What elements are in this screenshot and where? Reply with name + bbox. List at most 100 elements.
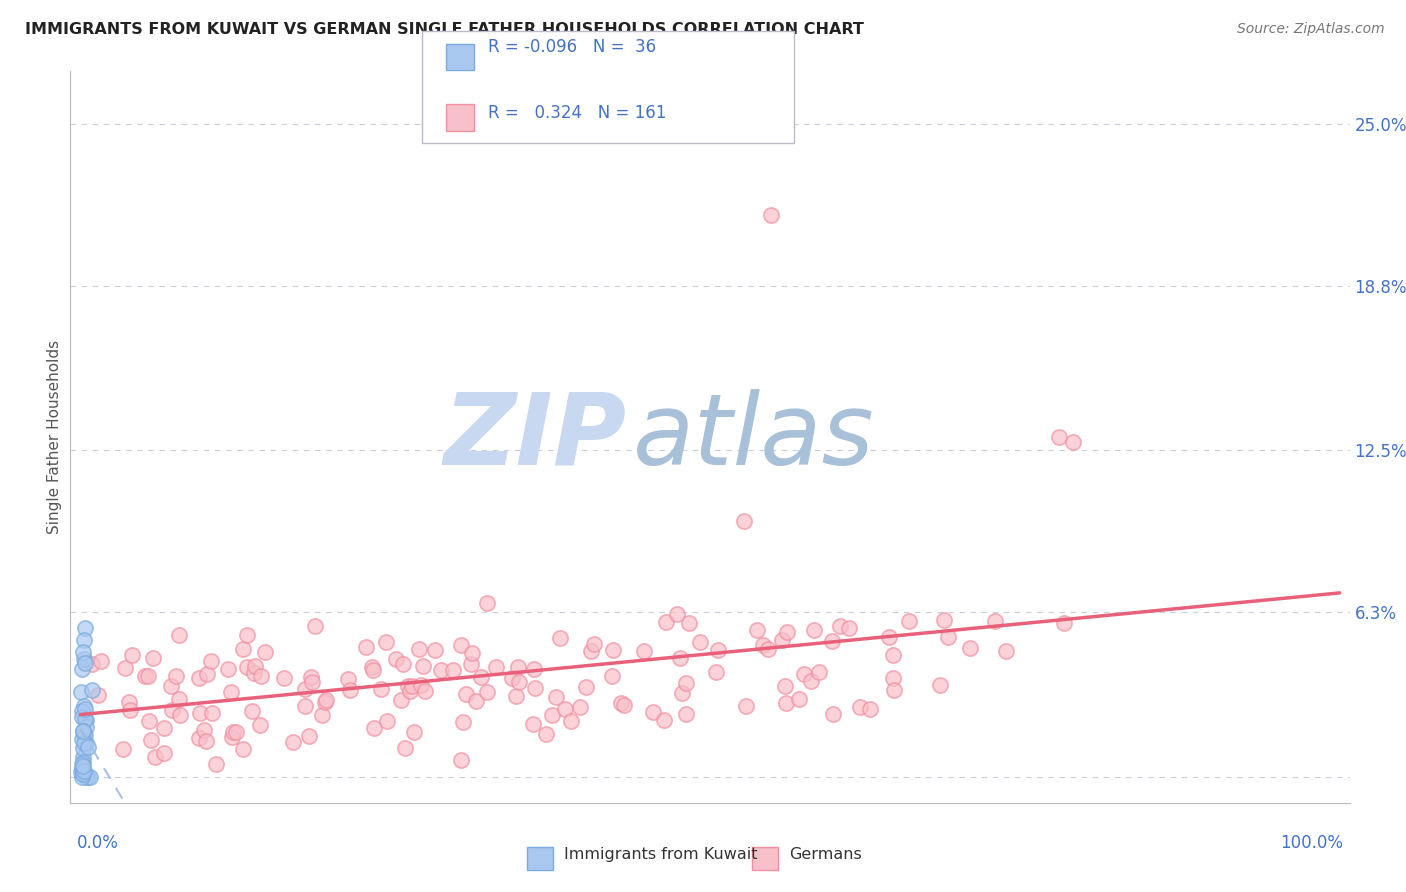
Point <box>72 723 94 738</box>
Point <box>188 706 211 720</box>
Point <box>461 646 484 660</box>
Point <box>600 669 623 683</box>
Point <box>72 645 94 659</box>
Point <box>392 657 415 671</box>
Point <box>363 721 385 735</box>
Point <box>70 770 93 784</box>
Point <box>413 684 436 698</box>
Point <box>299 669 322 683</box>
Point <box>451 715 474 730</box>
Point <box>752 639 775 653</box>
Point <box>389 693 412 707</box>
Point <box>675 707 697 722</box>
Point <box>204 756 226 771</box>
Point <box>859 702 882 716</box>
Point <box>776 624 799 639</box>
Point <box>236 628 259 642</box>
Point <box>187 731 209 746</box>
Point <box>236 659 259 673</box>
Point <box>243 666 266 681</box>
Point <box>72 662 94 676</box>
Point <box>849 700 872 714</box>
Point <box>475 596 498 610</box>
Text: 0.0%: 0.0% <box>76 834 118 852</box>
Point <box>87 688 110 702</box>
Point <box>250 669 273 683</box>
Point <box>80 682 103 697</box>
Point <box>72 750 94 764</box>
Point <box>120 703 142 717</box>
Point <box>75 713 97 727</box>
Point <box>522 716 544 731</box>
Point <box>501 672 523 686</box>
Point <box>441 663 464 677</box>
Point <box>73 764 96 779</box>
Point <box>73 712 96 726</box>
Text: IMMIGRANTS FROM KUWAIT VS GERMAN SINGLE FATHER HOUSEHOLDS CORRELATION CHART: IMMIGRANTS FROM KUWAIT VS GERMAN SINGLE … <box>25 22 865 37</box>
Point <box>761 208 783 222</box>
Point <box>70 762 93 776</box>
Point <box>384 652 406 666</box>
Point <box>508 675 530 690</box>
Point <box>222 724 245 739</box>
Point <box>377 714 399 729</box>
Point <box>882 671 904 685</box>
Text: R =   0.324   N = 161: R = 0.324 N = 161 <box>488 104 666 122</box>
Point <box>304 618 326 632</box>
Point <box>169 708 191 723</box>
Point <box>821 633 844 648</box>
Point <box>401 679 423 693</box>
Point <box>165 669 187 683</box>
Point <box>666 607 689 621</box>
Point <box>153 721 176 735</box>
Point <box>1047 430 1070 444</box>
Point <box>245 659 267 673</box>
Point <box>460 657 482 671</box>
Point <box>554 702 576 716</box>
Point <box>72 767 94 781</box>
Point <box>546 690 568 704</box>
Point <box>828 618 851 632</box>
Point <box>423 643 446 657</box>
Point <box>402 725 425 739</box>
Point <box>217 661 239 675</box>
Point <box>994 644 1017 658</box>
Point <box>398 684 420 698</box>
Point <box>225 725 247 739</box>
Point <box>249 718 271 732</box>
Point <box>75 770 97 784</box>
Point <box>409 678 432 692</box>
Text: atlas: atlas <box>633 389 875 485</box>
Point <box>281 734 304 748</box>
Point <box>789 692 811 706</box>
Point <box>430 663 453 677</box>
Point <box>675 676 697 690</box>
Point <box>838 621 860 635</box>
Point <box>408 641 430 656</box>
Point <box>70 685 93 699</box>
Point <box>733 514 755 528</box>
Point <box>361 663 384 677</box>
Point <box>294 682 316 697</box>
Point <box>505 689 527 703</box>
Point <box>232 742 254 756</box>
Point <box>79 770 101 784</box>
Point <box>121 648 143 662</box>
Point <box>72 632 94 647</box>
Point <box>134 669 156 683</box>
Point <box>655 615 678 629</box>
Point <box>485 660 508 674</box>
Point <box>301 675 323 690</box>
Point <box>1062 435 1084 450</box>
Point <box>73 728 96 742</box>
Point <box>311 707 333 722</box>
Point <box>800 673 823 688</box>
Point <box>240 704 263 718</box>
Point <box>470 670 492 684</box>
Point <box>159 679 181 693</box>
Point <box>464 694 486 708</box>
Point <box>560 714 582 728</box>
Point <box>568 699 591 714</box>
Point <box>75 728 97 742</box>
Point <box>72 755 94 769</box>
